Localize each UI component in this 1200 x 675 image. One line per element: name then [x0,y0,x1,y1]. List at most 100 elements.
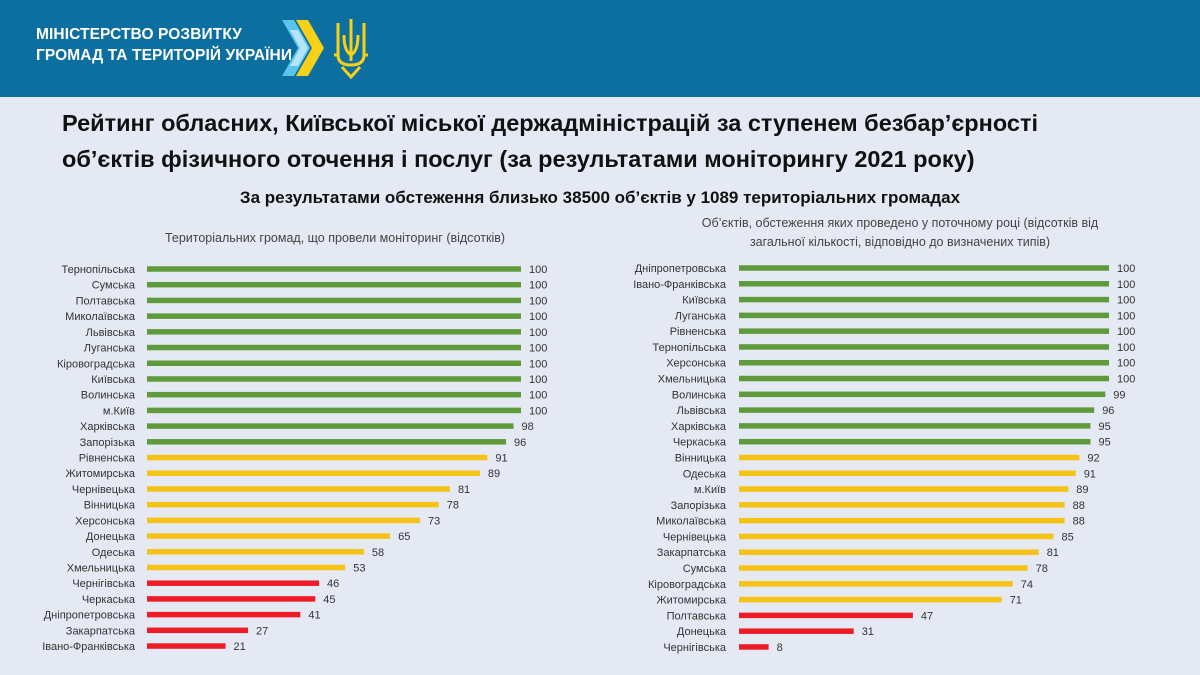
left-chart-value-label: 100 [529,280,547,292]
left-chart-category-label: Чернівецька [72,484,136,496]
right-chart-bar [739,533,1054,540]
right-chart-bar [739,612,913,619]
ministry-name: МІНІСТЕРСТВО РОЗВИТКУ ГРОМАД ТА ТЕРИТОРІ… [36,24,292,66]
right-chart-value-label: 78 [1036,563,1048,575]
left-chart-bar [147,439,507,445]
left-chart-bar [147,313,521,319]
left-chart-category-label: Рівненська [79,453,136,465]
left-chart-bar [147,297,521,304]
left-chart-value-label: 65 [398,531,410,543]
left-chart-bar [147,391,521,398]
right-chart-category-label: Черкаська [673,437,727,449]
left-chart-value-label: 100 [529,264,547,276]
right-chart-title: Об’єктів, обстеження яких проведено у по… [640,214,1160,252]
left-chart-bar [147,643,226,649]
right-chart-category-label: Хмельницька [658,374,727,386]
right-chart-value-label: 31 [862,626,874,638]
right-chart-value-label: 100 [1117,342,1135,354]
right-chart-category-label: Чернівецька [663,531,727,543]
right-chart-value-label: 8 [777,642,783,654]
right-chart-category-label: Чернігівська [663,642,727,654]
right-chart-value-label: 100 [1117,358,1135,370]
right-chart-bar [739,296,1109,303]
left-chart-bar [147,454,488,461]
left-chart-bar [147,344,521,351]
left-chart-bar [147,611,301,618]
right-chart-bar [739,549,1039,555]
right-chart-title-line2: загальної кількості, відповідно до визна… [749,235,1051,249]
left-chart-category-label: Херсонська [75,515,136,527]
left-chart-value-label: 98 [522,421,534,433]
left-chart-value-label: 100 [529,374,547,386]
right-chart-bar [739,470,1076,477]
ministry-name-line1: МІНІСТЕРСТВО РОЗВИТКУ [36,26,243,43]
right-chart-value-label: 95 [1099,437,1111,449]
page-title: Рейтинг обласних, Київської міської держ… [62,105,1182,177]
left-chart-category-label: Дніпропетровська [44,610,136,622]
left-chart-value-label: 78 [447,500,459,512]
left-chart-category-label: Львівська [86,327,136,339]
right-chart-bar [739,344,1109,350]
right-chart-value-label: 81 [1047,547,1059,559]
right-chart-bar [739,312,1109,319]
right-chart-bar [739,328,1109,334]
right-chart-bar [739,265,1109,271]
left-chart-value-label: 100 [529,311,547,323]
right-chart-bar [739,565,1028,571]
left-chart-title: Територіальних громад, що провели моніто… [164,231,506,245]
left-chart-value-label: 100 [529,390,547,402]
left-chart-category-label: Вінницька [84,500,136,512]
right-chart-bar [739,407,1095,413]
left-chart-category-label: Хмельницька [67,562,136,574]
right-chart-value-label: 71 [1010,595,1022,607]
left-chart-value-label: 73 [428,515,440,527]
right-chart-value-label: 85 [1062,531,1074,543]
left-chart-value-label: 100 [529,295,547,307]
page-title-line2: об’єктів фізичного оточення і послуг (за… [62,146,975,172]
left-chart: Тернопільська 100 Сумська 100 Полтавська 100 М… [42,264,547,653]
right-chart-title-line1: Об’єктів, обстеження яких проведено у по… [701,216,1099,230]
page-title-line1: Рейтинг обласних, Київської міської держ… [62,110,1039,136]
right-chart-category-label: Херсонська [666,358,727,370]
left-chart-value-label: 96 [514,437,526,449]
right-chart-bar [739,438,1091,445]
right-chart-value-label: 100 [1117,279,1135,291]
left-chart-value-label: 100 [529,343,547,355]
left-chart-bar [147,517,421,524]
right-chart-bar [739,628,854,634]
left-chart-category-label: Чернігівська [72,578,136,590]
right-chart-category-label: Закарпатська [657,547,727,559]
right-chart-bar [739,359,1109,366]
right-chart-category-label: Луганська [675,310,727,322]
right-chart-bar [739,644,769,650]
left-chart-category-label: Закарпатська [66,625,136,637]
right-chart-value-label: 88 [1073,516,1085,528]
left-chart-bar [147,627,248,634]
left-chart-value-label: 100 [529,405,547,417]
left-chart-bar [147,501,439,508]
right-chart-category-label: Волинська [672,389,727,401]
right-chart-category-label: Рівненська [670,326,727,338]
left-chart-category-label: Житомирська [65,468,135,480]
left-chart-bar [147,596,316,602]
left-chart-category-label: Луганська [84,343,136,355]
right-chart-value-label: 100 [1117,374,1135,386]
left-chart-bar [147,549,364,555]
left-chart-value-label: 81 [458,484,470,496]
ministry-chevron-logo-icon [282,20,324,76]
right-chart-value-label: 92 [1087,452,1099,464]
left-chart-category-label: Київська [91,374,136,386]
right-chart-category-label: Кіровоградська [648,579,727,591]
right-chart-bar [739,581,1013,587]
left-chart-bar [147,423,514,429]
left-chart-bar [147,376,521,382]
left-chart-bar [147,407,521,414]
left-chart-bar [147,533,391,539]
left-chart-category-label: Тернопільська [62,264,136,276]
left-chart-bar [147,281,521,288]
left-chart-category-label: Волинська [81,390,136,402]
left-chart-category-label: Черкаська [82,594,136,606]
right-chart-bar [739,281,1109,287]
left-chart-category-label: Івано-Франківська [42,641,136,653]
